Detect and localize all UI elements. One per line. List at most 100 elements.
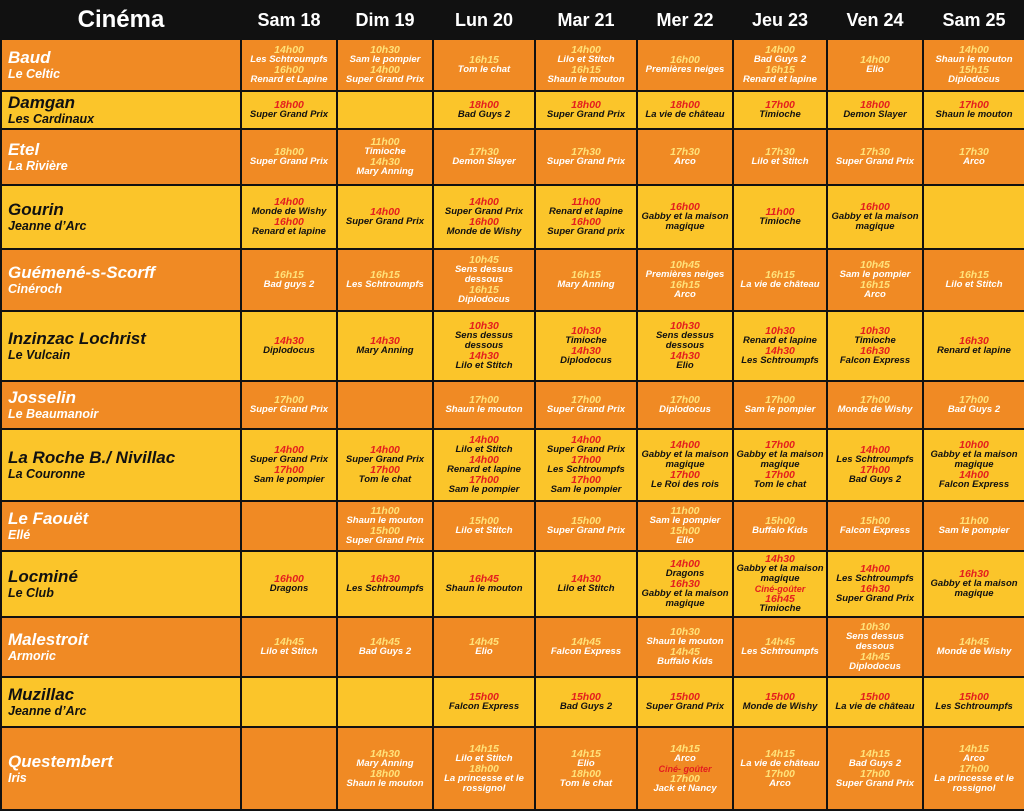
showing: 15h00 Super Grand Prix (640, 692, 730, 712)
show-time: 16h15 (765, 64, 795, 76)
showing: 17h30 Super Grand Prix (538, 147, 634, 167)
film-title: Les Schtroumpfs (741, 355, 819, 366)
showing: 15h00 Monde de Wishy (736, 692, 824, 712)
showtime-cell: 14h45 Les Schtroumpfs (732, 616, 828, 678)
showing: 10h30 Sens dessus dessous (640, 321, 730, 351)
show-time: 14h45 (370, 636, 400, 648)
showtime-cell: 17h00 Bad Guys 2 (922, 380, 1024, 430)
film-title: Super Grand Prix (249, 109, 329, 120)
film-title: Shaun le mouton (346, 777, 424, 789)
film-title: Arco (963, 752, 985, 764)
showtime-cell: 14h15 La vie de château 17h00 Arco (732, 726, 828, 811)
showing: 14h00 Elio (830, 55, 920, 75)
film-title: Arco (769, 777, 791, 789)
film-title: Sam le pompier (550, 484, 622, 495)
show-time: 14h00 (860, 54, 890, 66)
showtime-cell: 14h00 Bad Guys 2 16h15 Renard et lapine (732, 38, 828, 92)
film-title: Demon Slayer (843, 109, 907, 120)
show-time: 16h15 (274, 269, 304, 281)
showtime-cell: 15h00 Monde de Wishy (732, 676, 828, 728)
film-title: Arco (674, 752, 696, 764)
showtime-cell: 14h00 Lilo et Stitch 16h15 Shaun le mouton (534, 38, 638, 92)
show-time: 15h00 (670, 691, 700, 703)
showing: 14h00 Super Grand Prix (340, 65, 430, 85)
cinema-venue: Iris (8, 770, 27, 785)
showtime-cell: 10h30 Sens dessus dessous 14h45 Diplodocus (826, 616, 924, 678)
showing: 16h15 Lilo et Stitch (926, 270, 1022, 290)
showing: 17h00 Super Grand Prix (244, 395, 334, 415)
film-title: Gabby et la maison magique (930, 578, 1018, 599)
show-time: 10h30 (469, 320, 499, 332)
cinema-venue: La Couronne (8, 467, 86, 481)
show-time: 16h45 (765, 593, 795, 605)
show-time: 10h30 (860, 325, 890, 337)
showtime-cell: 16h30 Les Schtroumpfs (336, 550, 434, 618)
showtime-cell (336, 380, 434, 430)
showing: 16h30 Renard et lapine (926, 336, 1022, 356)
showing: 17h30 Arco (926, 147, 1022, 167)
showtime-cell: 14h45 Lilo et Stitch (240, 616, 338, 678)
film-title: Renard et lapine (743, 74, 817, 85)
film-title: Lilo et Stitch (945, 279, 1003, 290)
film-title: Shaun le mouton (646, 636, 724, 647)
showtime-cell: 15h00 Buffalo Kids (732, 500, 828, 552)
show-time: 16h15 (370, 269, 400, 281)
show-note: Ciné-goûter (754, 584, 806, 594)
film-title: Les Schtroumpfs (741, 646, 819, 657)
show-time: 10h30 (370, 44, 400, 56)
showing: 18h00 Shaun le mouton (340, 768, 430, 789)
film-title: Tom le chat (457, 64, 511, 75)
showtime-cell: 17h30 Super Grand Prix (826, 128, 924, 186)
show-time: 17h00 (860, 767, 890, 780)
showtime-cell: 15h00 Super Grand Prix (534, 500, 638, 552)
showing: 17h00 Diplodocus (640, 395, 730, 415)
show-time: 16h15 (959, 269, 989, 281)
show-time: 18h00 (571, 767, 601, 780)
showing: 17h00 Tom le chat (736, 470, 824, 490)
cinema-row: Josselin Le Beaumanoir 17h00 Super Grand Pr… (0, 380, 1024, 430)
show-time: 17h00 (765, 439, 795, 451)
showing: 15h00 Elio (640, 526, 730, 546)
show-time: 14h00 (469, 434, 499, 446)
show-time: 14h30 (765, 553, 795, 565)
show-time: 17h30 (571, 146, 601, 158)
film-title: Les Schtroumpfs (836, 573, 914, 584)
film-title: Lilo et Stitch (260, 646, 318, 657)
cinema-cell: Guémené-s-Scorff Cinéroch (0, 248, 242, 312)
showing: 14h00 Super Grand Prix (538, 435, 634, 455)
showing: 14h30 Mary Anning (340, 336, 430, 356)
cinema-venue: Jeanne d’Arc (8, 219, 87, 233)
showtime-cell: 16h45 Shaun le mouton (432, 550, 536, 618)
showing: 16h00 Gabby et la maison magique (830, 202, 920, 232)
film-title: Lilo et Stitch (751, 156, 809, 167)
showing: 10h30 Timioche (538, 326, 634, 346)
film-title: Bad Guys 2 (457, 109, 511, 120)
showtime-cell: 16h15 Les Schtroumpfs (336, 248, 434, 312)
show-time: 17h00 (670, 394, 700, 406)
cinema-row: Etel La Rivière 18h00 Super Grand Prix 11h00… (0, 128, 1024, 186)
cinema-name: Josselin (8, 388, 77, 407)
showing: 16h30 Super Grand Prix (830, 584, 920, 604)
film-title: Sam le pompier (938, 525, 1010, 536)
film-title: Elio (475, 646, 493, 657)
film-title: Diplodocus (659, 404, 711, 415)
showtime-cell: 14h00 Les Schtroumpfs 16h30 Super Grand Pri… (826, 550, 924, 618)
film-title: Arco (674, 289, 696, 300)
showing: 16h00 Monde de Wishy (436, 217, 532, 237)
showing: 14h00 Lilo et Stitch (538, 45, 634, 65)
showtime-cell: 16h00 Premières neiges (636, 38, 734, 92)
film-title: Les Schtroumpfs (836, 454, 914, 465)
cinema-row: Muzillac Jeanne d’Arc 15h00 Falcon Express 1… (0, 676, 1024, 728)
cinema-row: Questembert Iris 14h30 Mary Anning 18h00 Shau… (0, 726, 1024, 811)
showing: 16h15 Les Schtroumpfs (340, 270, 430, 290)
film-title: Lilo et Stitch (557, 583, 615, 594)
show-time: 10h30 (571, 325, 601, 337)
cinema-venue: Le Celtic (8, 67, 61, 81)
show-time: 14h00 (469, 454, 499, 466)
film-title: Renard et lapine (937, 345, 1011, 356)
showing: 16h15 Bad guys 2 (244, 270, 334, 290)
film-title: Dragons (665, 568, 705, 579)
film-title: Shaun le mouton (935, 54, 1013, 65)
film-title: Bad Guys 2 (947, 404, 1001, 415)
